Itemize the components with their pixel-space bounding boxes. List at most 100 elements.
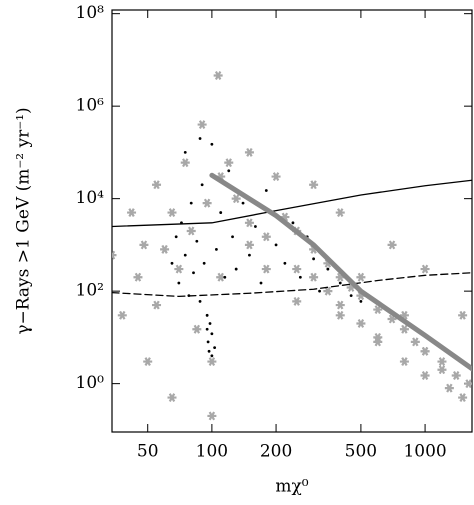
- star-point: [244, 240, 254, 250]
- curve: [112, 179, 472, 228]
- star-point: [335, 310, 345, 320]
- dot-point: [174, 235, 178, 239]
- x-tick-label: 500: [345, 442, 377, 462]
- star-point: [451, 371, 461, 380]
- dot-point: [210, 332, 214, 336]
- dot-point: [210, 354, 214, 358]
- dot-point: [312, 257, 316, 261]
- dot-point: [223, 275, 227, 279]
- dot-point: [189, 201, 193, 205]
- dot-point: [206, 340, 210, 344]
- y-tick-label: 10⁸: [76, 3, 105, 23]
- star-point: [464, 379, 472, 389]
- dot-point: [231, 235, 234, 239]
- dot-point: [274, 243, 278, 247]
- y-axis-label: γ−Rays >1 GeV (m⁻² yr⁻¹): [14, 107, 34, 334]
- star-point: [292, 264, 302, 274]
- y-tick-label: 10⁰: [76, 373, 105, 393]
- star-point: [224, 158, 234, 168]
- dot-point: [234, 267, 238, 271]
- dot-point: [192, 271, 195, 275]
- star-point: [444, 383, 454, 393]
- dot-point: [202, 261, 206, 265]
- star-point: [261, 264, 271, 274]
- star-point: [133, 272, 143, 282]
- dot-point: [241, 201, 245, 205]
- dot-point: [198, 137, 202, 140]
- dot-point: [254, 225, 257, 228]
- dot-point: [264, 189, 268, 192]
- star-point: [309, 272, 319, 282]
- dot-point: [170, 261, 174, 265]
- dot-point: [177, 281, 181, 285]
- y-tick-label: 10²: [76, 281, 104, 301]
- star-point: [335, 300, 345, 310]
- dot-point: [227, 169, 231, 173]
- star-point: [335, 208, 345, 218]
- star-point: [458, 393, 468, 403]
- dot-point: [215, 247, 218, 251]
- dot-point: [195, 239, 199, 243]
- x-tick-label: 1000: [403, 442, 446, 462]
- plot-frame: [111, 9, 473, 433]
- x-tick-label: 100: [196, 442, 228, 462]
- star-point: [437, 357, 447, 367]
- star-point: [112, 250, 117, 260]
- star-point: [127, 208, 137, 218]
- y-tick-label: 10⁴: [76, 188, 105, 208]
- star-point: [244, 147, 254, 157]
- star-point: [207, 357, 217, 367]
- star-point: [244, 218, 254, 228]
- star-point: [410, 337, 420, 347]
- dot-point: [183, 151, 187, 154]
- star-point: [309, 180, 319, 190]
- dot-point: [248, 253, 251, 257]
- dot-point: [210, 142, 214, 146]
- x-tick-label: 50: [137, 442, 159, 462]
- star-point: [420, 371, 430, 380]
- star-point: [180, 158, 190, 168]
- star-point: [139, 240, 149, 250]
- dot-point: [183, 253, 187, 257]
- star-point: [167, 393, 177, 403]
- star-point: [437, 365, 447, 375]
- star-point: [192, 324, 202, 334]
- star-point: [323, 286, 333, 296]
- dot-point: [349, 294, 353, 298]
- dot-point: [208, 322, 212, 325]
- x-tick-label: 200: [260, 442, 292, 462]
- dot-point: [338, 281, 342, 285]
- star-point: [373, 305, 383, 314]
- star-point: [186, 226, 196, 236]
- star-point: [152, 300, 162, 310]
- star-point: [420, 264, 430, 274]
- star-point: [292, 296, 302, 306]
- curve: [112, 272, 472, 298]
- star-point: [174, 264, 184, 274]
- star-point: [399, 324, 409, 334]
- dot-point: [298, 275, 302, 279]
- star-point: [143, 357, 153, 367]
- star-point: [167, 208, 177, 218]
- dot-point: [200, 183, 204, 187]
- dot-point: [219, 211, 223, 214]
- dot-point: [213, 346, 217, 350]
- star-point: [356, 272, 366, 282]
- curve: [209, 172, 472, 372]
- y-tick-label: 10⁶: [76, 96, 105, 116]
- star-point: [373, 337, 383, 347]
- star-point: [197, 120, 207, 130]
- dot-point: [283, 261, 287, 265]
- dot-point: [318, 289, 321, 293]
- star-point: [202, 198, 212, 208]
- star-point: [213, 71, 223, 80]
- star-point: [420, 346, 430, 356]
- star-point: [152, 180, 162, 190]
- x-axis-label: mχ⁰: [275, 477, 308, 497]
- star-point: [387, 240, 397, 250]
- star-point: [458, 310, 468, 320]
- dot-point: [205, 327, 209, 331]
- star-point: [261, 232, 271, 242]
- dot-point: [207, 349, 211, 353]
- star-point: [160, 244, 170, 254]
